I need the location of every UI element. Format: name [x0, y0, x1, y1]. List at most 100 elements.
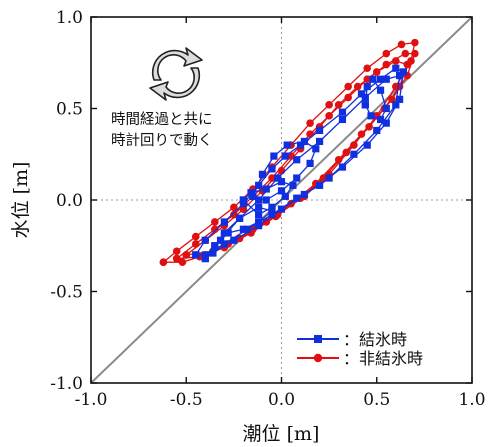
data-point — [235, 214, 244, 222]
data-point — [361, 101, 369, 109]
data-point — [249, 192, 257, 200]
data-point — [373, 126, 381, 135]
data-point — [376, 75, 385, 83]
data-point — [192, 251, 200, 259]
data-point — [376, 86, 385, 94]
legend-label-nonfreezing: ：非結氷時 — [343, 349, 423, 368]
y-tick-label: 1.0 — [56, 8, 83, 28]
data-point — [268, 165, 276, 173]
y-tick-label: 0.0 — [56, 191, 83, 211]
data-point — [296, 141, 305, 149]
data-point — [369, 75, 377, 83]
series-freezing — [192, 64, 408, 263]
data-point — [344, 93, 352, 102]
legend-marker-freezing — [314, 335, 322, 343]
y-tick-label: -1.0 — [50, 374, 83, 394]
data-point — [334, 155, 343, 164]
data-point — [363, 141, 371, 149]
data-point — [178, 258, 187, 267]
data-point — [293, 194, 301, 202]
data-point — [209, 249, 217, 257]
data-point — [411, 38, 419, 47]
data-point — [396, 95, 404, 103]
data-point — [191, 240, 200, 248]
data-point — [220, 229, 228, 237]
data-point — [382, 60, 391, 69]
data-point — [268, 207, 276, 215]
legend: ：結氷時 ：非結氷時 — [297, 330, 423, 368]
data-point — [325, 101, 333, 109]
x-tick-label: 0.0 — [268, 390, 295, 410]
data-point — [262, 218, 271, 226]
data-point — [376, 115, 385, 124]
y-axis-title: 水位 [m] — [10, 162, 32, 239]
data-point — [255, 222, 263, 230]
data-point — [325, 174, 333, 182]
annotation-line-1: 時間経過と共に — [111, 111, 213, 128]
data-point — [262, 185, 270, 193]
data-point — [338, 108, 347, 116]
data-point — [268, 174, 276, 182]
data-point — [306, 159, 314, 167]
data-point — [277, 187, 286, 195]
x-tick-label: -0.5 — [170, 390, 203, 410]
data-point — [382, 119, 390, 127]
data-point — [262, 196, 270, 204]
tick-marks-layer — [90, 16, 473, 384]
data-point — [372, 68, 381, 76]
data-point — [255, 196, 263, 204]
data-point — [224, 229, 232, 237]
legend-label-freezing: ：結氷時 — [343, 330, 407, 349]
data-point — [293, 156, 301, 164]
data-point — [255, 203, 263, 211]
data-point — [239, 200, 247, 208]
data-point — [243, 225, 251, 233]
data-point — [211, 242, 219, 250]
data-point — [277, 205, 286, 213]
data-point — [211, 218, 219, 226]
data-point — [365, 123, 373, 131]
data-point — [357, 130, 366, 138]
data-point — [312, 145, 320, 153]
data-point — [363, 64, 372, 73]
data-point — [281, 192, 289, 200]
data-point — [392, 101, 400, 109]
data-point — [182, 251, 191, 259]
data-point — [316, 126, 324, 135]
data-point — [220, 218, 228, 226]
data-point — [367, 112, 375, 120]
data-point — [411, 49, 419, 58]
data-point — [201, 236, 209, 244]
data-point — [316, 181, 324, 189]
data-point — [270, 152, 278, 160]
data-point — [293, 174, 301, 182]
data-point — [268, 211, 276, 219]
data-point — [230, 203, 238, 212]
data-point — [289, 181, 297, 189]
data-point — [201, 254, 209, 263]
data-point — [255, 218, 263, 226]
data-point — [239, 225, 247, 233]
x-axis-title: 潮位 [m] — [243, 423, 320, 445]
y-tick-label: -0.5 — [50, 283, 83, 303]
data-point — [300, 137, 308, 146]
data-point — [220, 240, 228, 248]
y-tick-label: 0.5 — [56, 100, 83, 120]
data-point — [363, 82, 371, 91]
annotation-line-2: 時計回りで動く — [111, 132, 213, 149]
data-point — [281, 152, 289, 160]
data-point — [399, 68, 408, 76]
data-point — [350, 150, 358, 158]
data-point — [274, 174, 282, 182]
clockwise-arrows-icon — [149, 47, 203, 101]
x-tick-label: 0.5 — [363, 390, 390, 410]
data-point — [382, 49, 391, 58]
data-point — [338, 163, 347, 171]
data-point — [350, 141, 358, 149]
data-point — [159, 258, 168, 267]
data-point — [191, 232, 200, 241]
data-point — [247, 189, 255, 197]
data-point — [401, 49, 410, 58]
x-tick-label: -1.0 — [75, 390, 108, 410]
